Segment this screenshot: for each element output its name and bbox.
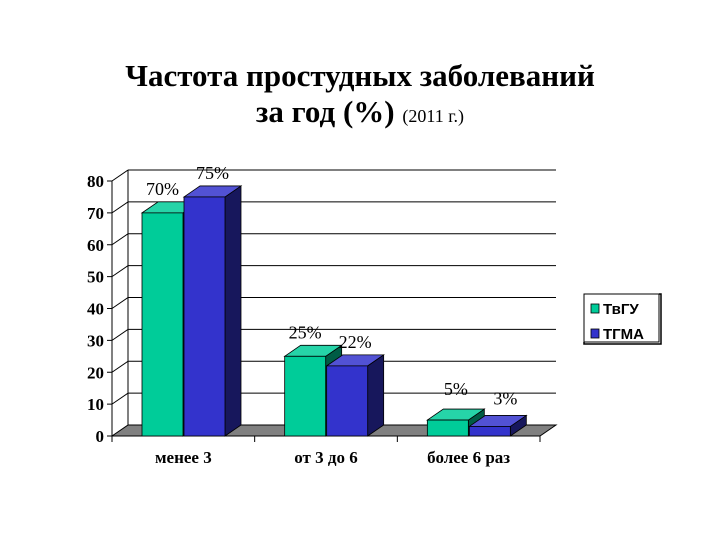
category-label: от 3 до 6 <box>294 448 357 467</box>
y-tick-label: 10 <box>87 395 104 414</box>
category-label: менее 3 <box>155 448 212 467</box>
bar-front <box>468 426 511 437</box>
chart-title: Частота простудных заболеваний за год (%… <box>0 58 720 134</box>
data-label: 75% <box>196 163 229 183</box>
y-tick-label: 40 <box>87 300 104 319</box>
legend-label: ТвГУ <box>603 301 639 318</box>
bar-1-1 <box>325 354 385 437</box>
y-tick-label: 30 <box>87 331 104 350</box>
chart-title-main: за год (%) <box>255 94 395 129</box>
chart-title-line2: за год (%) (2011 г.) <box>0 94 720 134</box>
data-label: 25% <box>289 322 322 342</box>
gridline-side <box>111 360 129 373</box>
bar-2-1 <box>468 414 528 437</box>
bar-side <box>224 185 242 437</box>
data-label: 22% <box>339 332 372 352</box>
y-tick-label: 80 <box>87 172 104 191</box>
data-label: 70% <box>146 179 179 199</box>
bar-0-1 <box>182 185 243 437</box>
data-label: 3% <box>493 388 517 408</box>
bar-front <box>183 196 226 437</box>
bar-front <box>141 212 184 437</box>
y-tick-label: 70 <box>87 204 104 223</box>
gridline-side <box>111 297 129 309</box>
legend-shadow <box>583 293 662 345</box>
y-tick-label: 0 <box>96 427 105 446</box>
y-tick-label: 50 <box>87 268 104 287</box>
y-tick-label: 60 <box>87 236 104 255</box>
bar-front <box>426 419 469 437</box>
legend-swatch <box>590 328 600 339</box>
gridline-side <box>111 392 129 405</box>
legend: ТвГУ ТГМА <box>583 293 662 345</box>
data-label: 5% <box>444 379 468 399</box>
bar-front <box>284 355 327 437</box>
gridline-side <box>111 169 129 182</box>
gridline-side <box>111 201 129 214</box>
chart-title-line1: Частота простудных заболеваний <box>125 58 595 93</box>
bar-front <box>326 365 369 437</box>
category-label: более 6 раз <box>427 448 510 467</box>
gridline-side <box>111 233 129 246</box>
chart-title-year: (2011 г.) <box>402 106 465 126</box>
legend-swatch <box>590 303 600 314</box>
y-tick-label: 20 <box>87 363 104 382</box>
gridline-side <box>111 328 129 341</box>
bar-side <box>367 354 385 437</box>
gridline-side <box>111 265 129 278</box>
legend-label: ТГМА <box>603 326 644 343</box>
